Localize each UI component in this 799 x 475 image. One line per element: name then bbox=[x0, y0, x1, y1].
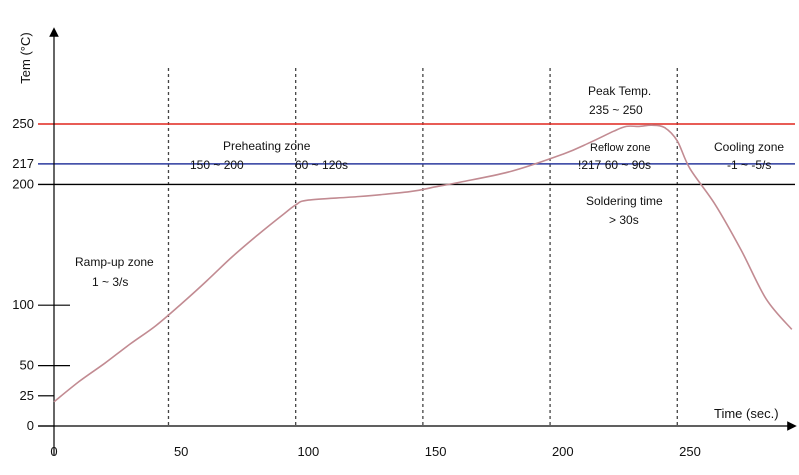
soldering-value: > 30s bbox=[609, 213, 639, 227]
x-axis-label: Time (sec.) bbox=[714, 406, 779, 421]
temperature-curve bbox=[53, 124, 793, 403]
peak-title: Peak Temp. bbox=[588, 84, 651, 98]
y-tick-label: 217 bbox=[12, 156, 34, 171]
cooling-rate: -1 ~ -5/s bbox=[727, 158, 771, 172]
x-axis-ticks: 0 50 100 150 200 250 bbox=[50, 444, 700, 459]
peak-range: 235 ~ 250 bbox=[589, 103, 643, 117]
x-tick-label: 250 bbox=[679, 444, 701, 459]
x-tick-label: 100 bbox=[298, 444, 320, 459]
zone-dividers bbox=[167, 68, 678, 426]
reference-lines bbox=[38, 123, 795, 186]
y-tick-label: 200 bbox=[12, 176, 34, 191]
reflow-title: Reflow zone bbox=[590, 142, 651, 154]
cooling-title: Cooling zone bbox=[714, 140, 784, 154]
y-tick-label: 25 bbox=[20, 388, 34, 403]
y-tick-label: 0 bbox=[27, 418, 34, 433]
preheat-title: Preheating zone bbox=[223, 139, 311, 153]
preheat-time: 60 ~ 120s bbox=[295, 158, 348, 172]
reflow-detail: !217 60 ~ 90s bbox=[578, 158, 651, 172]
soldering-title: Soldering time bbox=[586, 194, 663, 208]
y-tick-label: 50 bbox=[20, 358, 34, 373]
x-tick-label: 200 bbox=[552, 444, 574, 459]
x-tick-label: 150 bbox=[425, 444, 447, 459]
x-tick-label: 50 bbox=[174, 444, 188, 459]
ramp-up-rate: 1 ~ 3/s bbox=[92, 275, 128, 289]
ramp-up-title: Ramp-up zone bbox=[75, 255, 154, 269]
x-tick-label: 0 bbox=[50, 444, 57, 459]
y-tick-label: 100 bbox=[12, 297, 34, 312]
y-axis-ticks: 0 25 50 100 200 217 250 bbox=[12, 116, 70, 433]
y-tick-label: 250 bbox=[12, 116, 34, 131]
y-axis-label: Tem (°C) bbox=[18, 32, 33, 83]
preheat-temp: 150 ~ 200 bbox=[190, 158, 244, 172]
